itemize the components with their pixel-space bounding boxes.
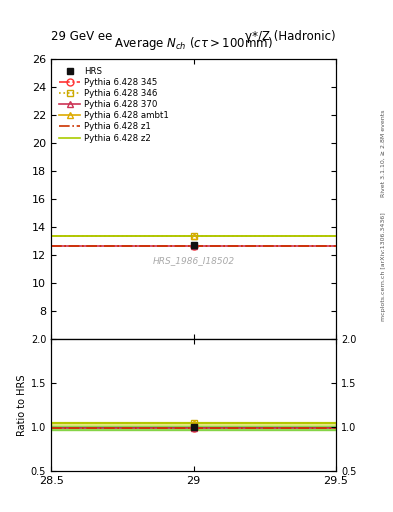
Text: HRS_1986_I18502: HRS_1986_I18502: [152, 257, 235, 265]
Legend: HRS, Pythia 6.428 345, Pythia 6.428 346, Pythia 6.428 370, Pythia 6.428 ambt1, P: HRS, Pythia 6.428 345, Pythia 6.428 346,…: [55, 63, 172, 146]
Text: Average $N_{ch}$ ($c\tau > 100$mm): Average $N_{ch}$ ($c\tau > 100$mm): [114, 35, 273, 52]
Text: Rivet 3.1.10, ≥ 2.8M events: Rivet 3.1.10, ≥ 2.8M events: [381, 110, 386, 197]
Text: 29 GeV ee: 29 GeV ee: [51, 30, 112, 44]
Text: γ*/Z (Hadronic): γ*/Z (Hadronic): [245, 30, 336, 44]
Y-axis label: Ratio to HRS: Ratio to HRS: [17, 374, 27, 436]
Text: mcplots.cern.ch [arXiv:1306.3436]: mcplots.cern.ch [arXiv:1306.3436]: [381, 212, 386, 321]
